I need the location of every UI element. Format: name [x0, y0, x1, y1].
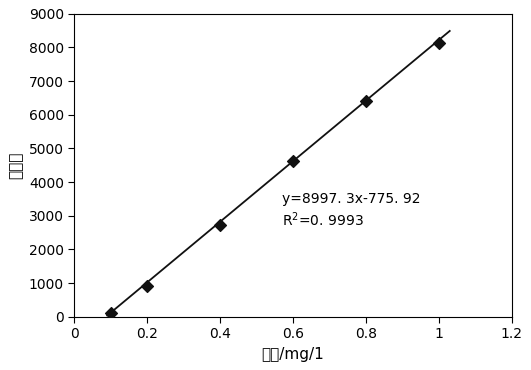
X-axis label: 浓度/mg/1: 浓度/mg/1 — [262, 347, 324, 361]
Point — [216, 222, 225, 228]
Point — [107, 310, 115, 316]
Text: R$^2$=0. 9993: R$^2$=0. 9993 — [282, 211, 364, 229]
Point — [434, 40, 443, 46]
Text: y=8997. 3x-775. 92: y=8997. 3x-775. 92 — [282, 192, 421, 206]
Point — [289, 158, 297, 164]
Point — [143, 283, 151, 289]
Y-axis label: 峰面积: 峰面积 — [8, 152, 23, 179]
Point — [362, 98, 370, 104]
